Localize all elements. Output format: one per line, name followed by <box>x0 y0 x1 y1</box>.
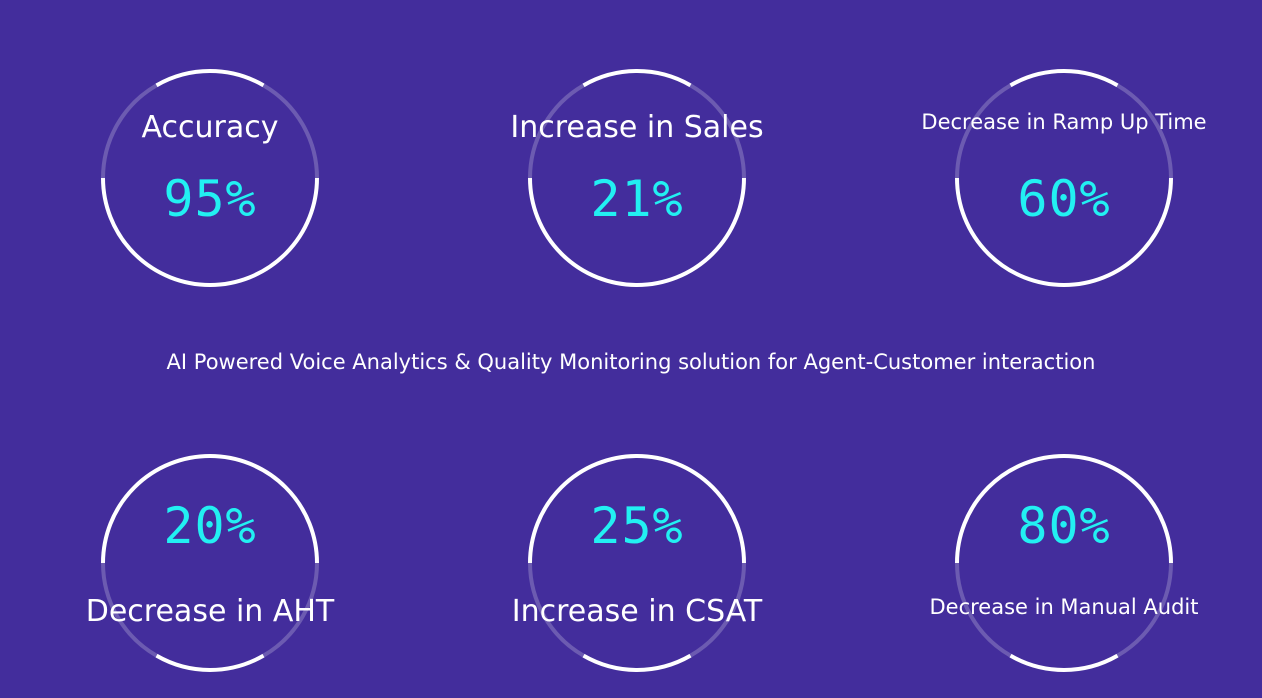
ring-arc <box>528 454 746 564</box>
ring-arc <box>262 83 319 179</box>
ring-arc <box>528 83 585 179</box>
stat-value: 95% <box>163 170 257 228</box>
ring-arc <box>155 653 265 672</box>
ring-arc <box>955 562 1012 658</box>
ring-arc <box>155 69 265 88</box>
ring-arc <box>101 562 158 658</box>
stat-value: 25% <box>590 497 684 555</box>
ring-arc <box>955 454 1173 564</box>
stat-value: 20% <box>163 497 257 555</box>
stat-label: Increase in CSAT <box>511 594 763 629</box>
stat-ramp-up: Decrease in Ramp Up Time 60% <box>884 70 1244 290</box>
stat-aht: 20% Decrease in AHT <box>30 455 390 675</box>
ring-arc <box>1116 562 1173 658</box>
stat-accuracy: Accuracy 95% <box>30 70 390 290</box>
stat-label: Decrease in Ramp Up Time <box>921 110 1207 134</box>
ring-arc <box>101 454 319 564</box>
ring-arc <box>1116 83 1173 179</box>
ring-arc <box>955 177 1173 287</box>
ring-arc <box>262 562 319 658</box>
ring-arc <box>1009 69 1119 88</box>
tagline: AI Powered Voice Analytics & Quality Mon… <box>166 350 1096 374</box>
ring-arc <box>101 83 158 179</box>
ring-arc <box>582 69 692 88</box>
stat-sales: Increase in Sales 21% <box>457 70 817 290</box>
ring-arc <box>1009 653 1119 672</box>
stat-value: 80% <box>1017 497 1111 555</box>
ring-arc <box>955 83 1012 179</box>
ring-arc <box>528 562 585 658</box>
ring-arc <box>689 83 746 179</box>
stat-value: 21% <box>590 170 684 228</box>
stat-label: Accuracy <box>141 110 279 145</box>
stat-csat: 25% Increase in CSAT <box>457 455 817 675</box>
stat-label: Decrease in AHT <box>85 594 335 629</box>
stat-value: 60% <box>1017 170 1111 228</box>
ring-arc <box>101 177 319 287</box>
ring-arc <box>528 177 746 287</box>
stat-label: Increase in Sales <box>510 110 764 145</box>
stat-label: Decrease in Manual Audit <box>929 595 1199 619</box>
ring-arc <box>582 653 692 672</box>
ring-arc <box>689 562 746 658</box>
stat-manual-audit: 80% Decrease in Manual Audit <box>884 455 1244 675</box>
